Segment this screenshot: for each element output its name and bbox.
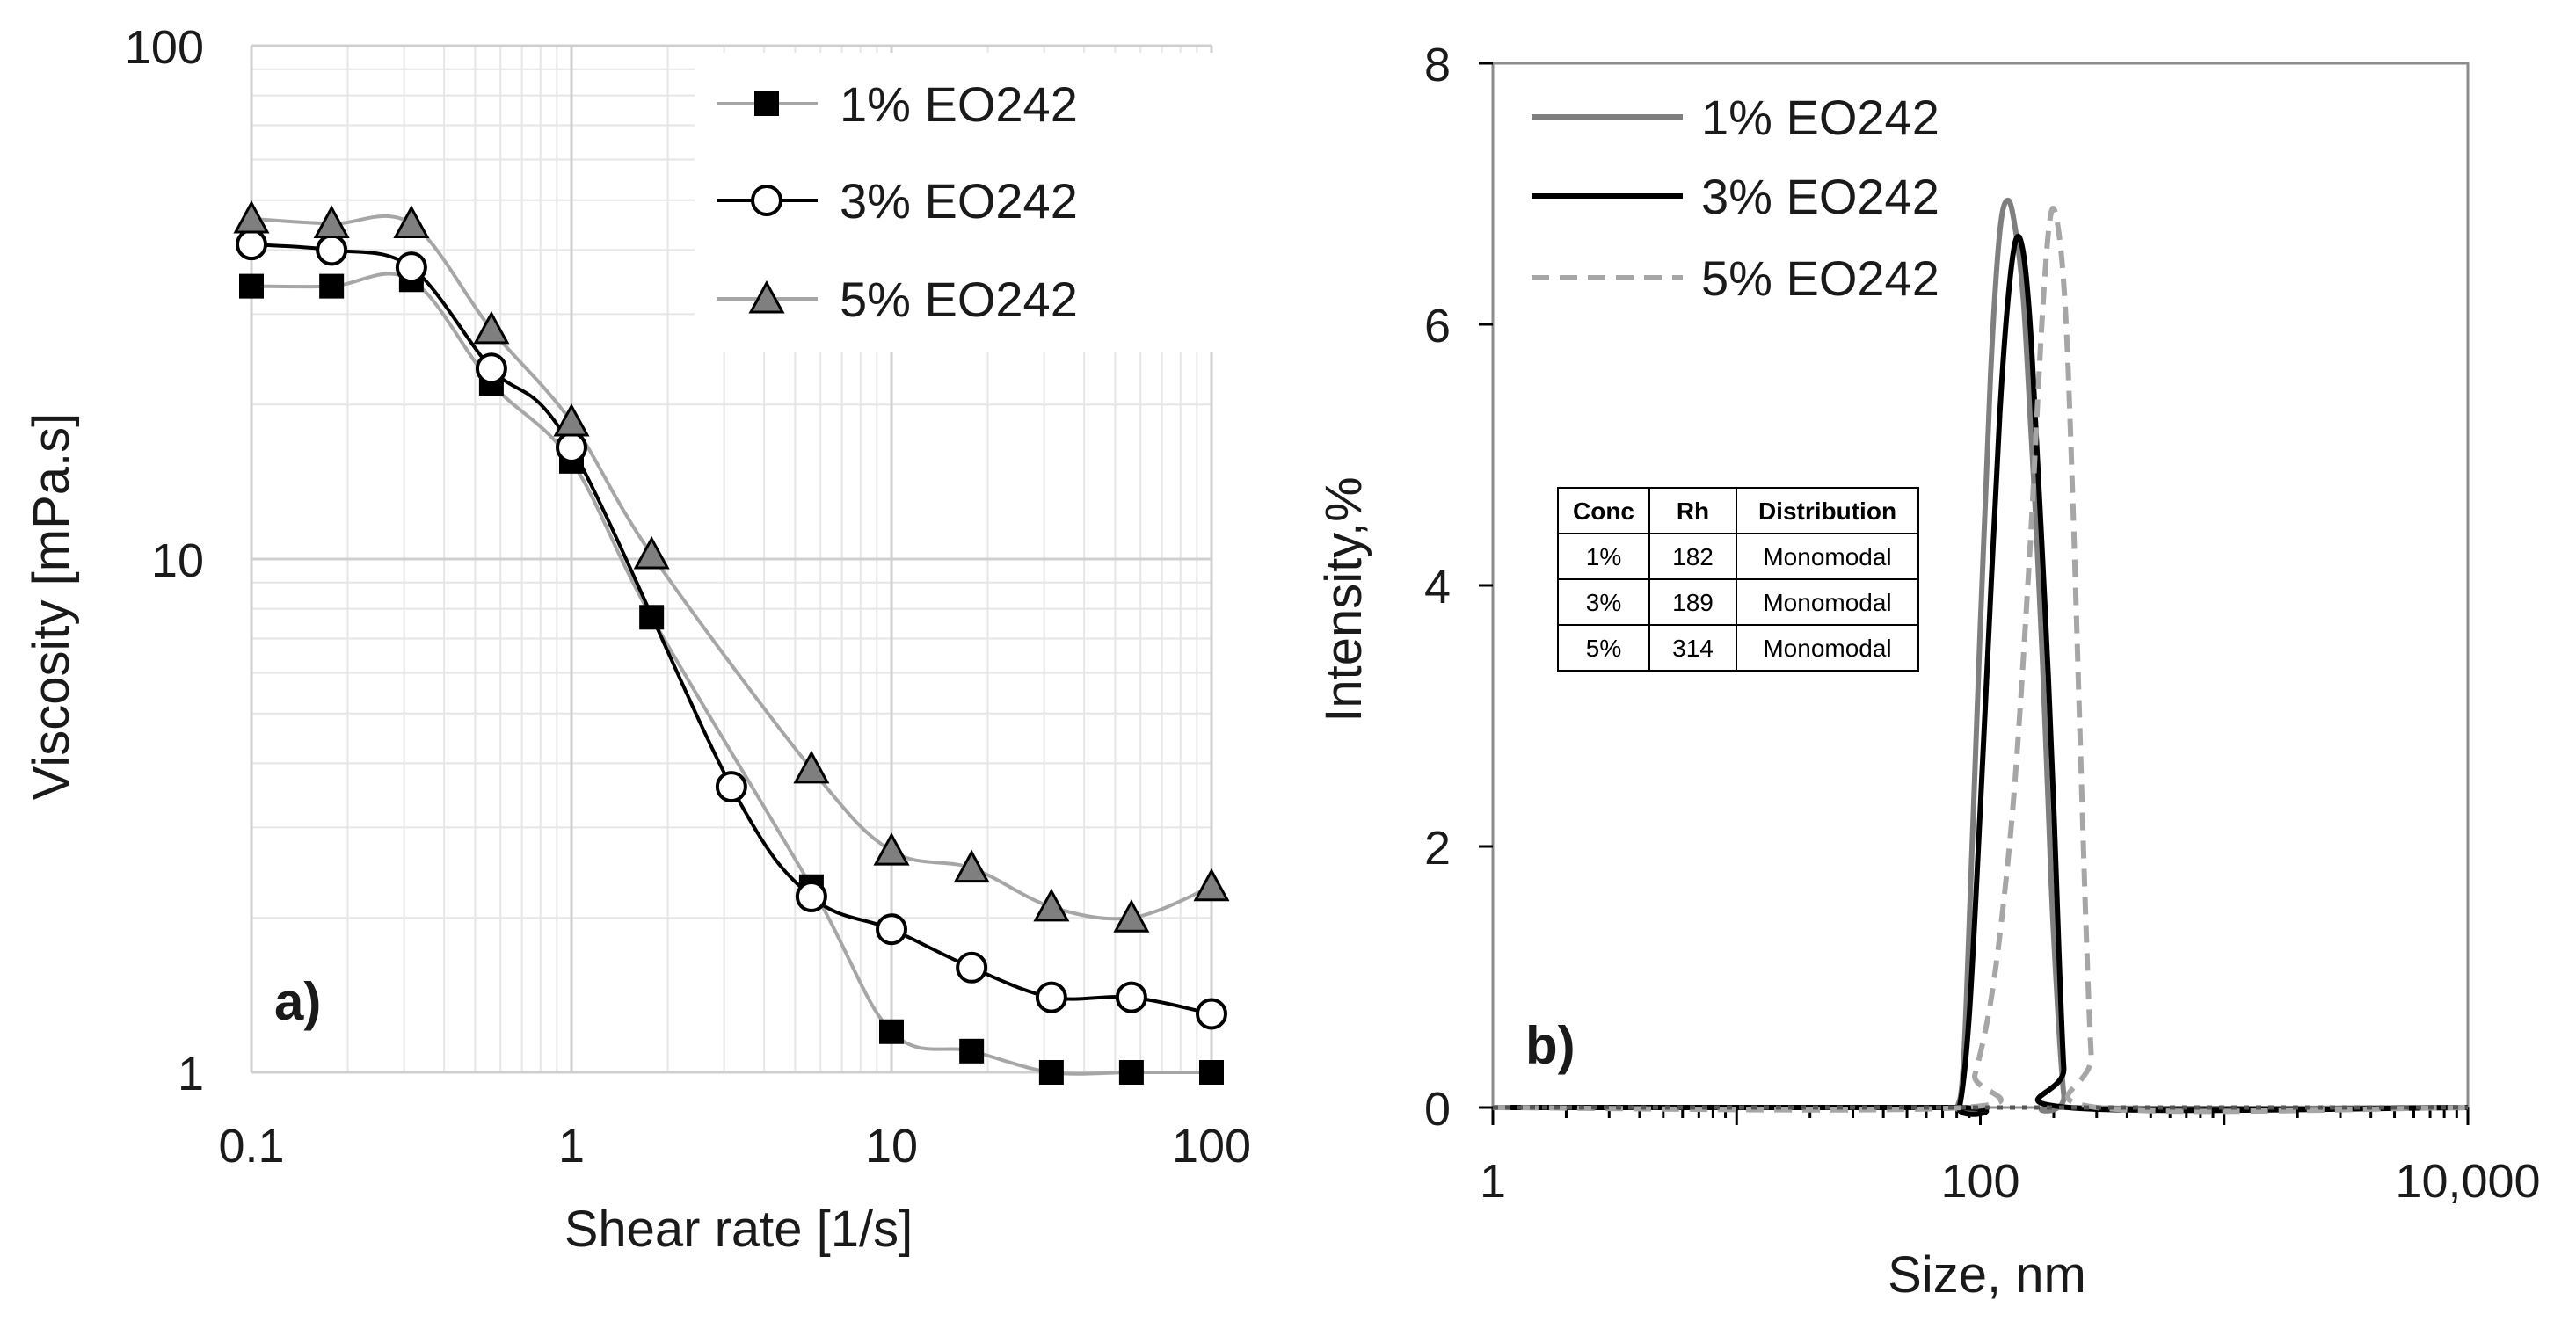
y-tick-label: 10: [151, 534, 204, 587]
data-point-square: [1038, 1060, 1064, 1085]
viscosity-chart: 1% EO242 3% EO242 5% EO242 0.1 1 10 100 1 10 100…: [23, 21, 1251, 1258]
data-point-square: [639, 605, 665, 630]
data-point-square: [319, 273, 345, 299]
size-distribution-chart: 1% EO242 3% EO242 5% EO242 1 100 10,000 0 2 4 6 8…: [1315, 39, 2541, 1304]
viscosity-ticks: 0.1 1 10 100 1 10 100: [125, 21, 1251, 1173]
legend-entry-label: 1% EO242: [840, 76, 1078, 132]
series-markers-2: [236, 229, 1227, 1030]
table-cell: 314: [1672, 635, 1714, 662]
table-cell: Monomodal: [1763, 543, 1891, 570]
y-tick-label: 6: [1424, 300, 1451, 352]
legend-entry-label: 5% EO242: [1701, 251, 1939, 306]
table-cell: 3%: [1586, 589, 1621, 616]
data-point-triangle: [633, 535, 670, 570]
data-point-square: [959, 1038, 985, 1064]
series-line-2: [251, 243, 1212, 1016]
data-point-square: [754, 91, 779, 116]
legend-entry-label: 3% EO242: [840, 173, 1078, 229]
size-series-line-2: [1493, 233, 2469, 1117]
legend-entry-label: 1% EO242: [1701, 90, 1939, 145]
data-point-triangle: [873, 832, 910, 866]
series-line-1: [251, 272, 1212, 1076]
data-point-circle: [751, 185, 782, 216]
data-point-circle: [236, 229, 267, 261]
table-header: Rh: [1677, 497, 1709, 525]
data-point-triangle: [1193, 868, 1230, 902]
data-point-circle: [316, 234, 348, 266]
table-cell: Monomodal: [1763, 635, 1891, 662]
data-point-square: [239, 273, 264, 299]
data-point-circle: [715, 771, 747, 803]
data-point-circle: [475, 352, 507, 385]
table-cell: 1%: [1586, 543, 1621, 570]
data-point-triangle: [393, 205, 430, 239]
series-markers-3: [233, 200, 1230, 933]
data-point-circle: [956, 951, 988, 984]
viscosity-y-axis-label: Viscosity [mPa.s]: [23, 413, 80, 801]
rh-table: Conc Rh Distribution 1% 182 Monomodal 3% 189 Mon…: [1557, 487, 1919, 672]
data-point-triangle: [473, 310, 510, 345]
x-tick-label: 100: [1940, 1155, 2019, 1208]
data-point-triangle: [748, 280, 785, 314]
x-tick-label: 0.1: [218, 1120, 284, 1173]
table-cell: 189: [1672, 589, 1714, 616]
x-tick-label: 1: [558, 1120, 585, 1173]
data-point-circle: [1115, 981, 1147, 1013]
y-tick-label: 2: [1424, 822, 1451, 875]
data-point-triangle: [1113, 899, 1150, 933]
y-tick-label: 1: [178, 1048, 204, 1100]
x-tick-label: 100: [1172, 1120, 1251, 1173]
x-tick-label: 1: [1480, 1155, 1506, 1208]
x-tick-label: 10: [865, 1120, 918, 1173]
y-tick-label: 100: [125, 21, 204, 74]
data-point-circle: [556, 431, 587, 463]
legend-entry-label: 5% EO242: [840, 272, 1078, 327]
data-point-circle: [795, 881, 827, 913]
data-point-circle: [1035, 981, 1067, 1013]
data-point-circle: [395, 251, 427, 284]
viscosity-x-axis-label: Shear rate [1/s]: [564, 1201, 913, 1258]
series-markers-1: [239, 267, 1224, 1085]
x-tick-label: 10,000: [2395, 1155, 2540, 1208]
data-point-triangle: [953, 849, 990, 883]
table-header: Conc: [1573, 497, 1634, 525]
data-point-square: [879, 1019, 904, 1044]
y-tick-label: 0: [1424, 1083, 1451, 1136]
data-point-triangle: [553, 403, 590, 437]
table-header: Distribution: [1758, 497, 1896, 525]
viscosity-series: [233, 200, 1230, 1085]
data-point-circle: [876, 913, 907, 946]
data-point-square: [1118, 1060, 1144, 1085]
data-point-triangle: [1033, 888, 1070, 922]
size-y-axis-label: Intensity,%: [1315, 476, 1372, 722]
y-tick-label: 4: [1424, 561, 1451, 614]
size-legend: 1% EO242 3% EO242 5% EO242: [1532, 90, 1939, 306]
data-point-triangle: [313, 205, 350, 239]
size-x-axis-label: Size, nm: [1888, 1246, 2086, 1304]
data-point-circle: [1196, 998, 1227, 1030]
size-ticks: 1 100 10,000 0 2 4 6 8: [1424, 39, 2541, 1208]
size-series: [1492, 197, 2469, 1117]
panel-label-b: b): [1525, 1016, 1575, 1075]
legend-entry-label: 3% EO242: [1701, 169, 1939, 224]
viscosity-legend: 1% EO242 3% EO242 5% EO242: [695, 53, 1213, 352]
table-cell: Monomodal: [1763, 589, 1891, 616]
data-point-triangle: [233, 200, 270, 234]
y-tick-label: 8: [1424, 39, 1451, 91]
data-point-square: [1199, 1060, 1224, 1085]
table-cell: 5%: [1586, 635, 1621, 662]
panel-label-a: a): [274, 972, 321, 1031]
size-series-line-3: [1492, 206, 2469, 1115]
data-point-triangle: [793, 750, 830, 784]
table-cell: 182: [1672, 543, 1714, 570]
